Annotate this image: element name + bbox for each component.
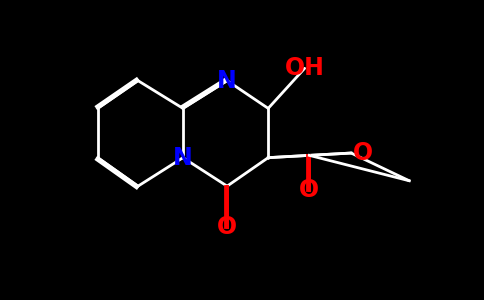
- Text: N: N: [217, 69, 237, 93]
- Text: N: N: [173, 146, 193, 170]
- Text: OH: OH: [285, 56, 325, 80]
- Text: O: O: [353, 141, 373, 165]
- Text: O: O: [217, 215, 237, 239]
- Text: O: O: [299, 178, 319, 202]
